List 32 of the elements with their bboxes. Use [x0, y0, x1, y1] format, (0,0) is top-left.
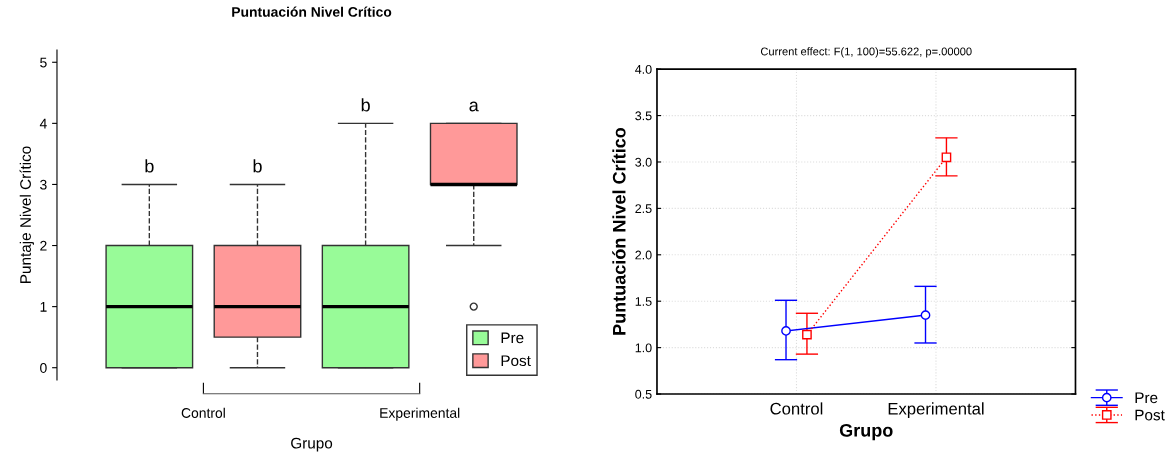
- x-axis-title: Grupo: [291, 437, 333, 452]
- y-tick-label: 0: [40, 363, 47, 373]
- y-tick-label: 1.0: [635, 343, 652, 353]
- y-tick-label: 5: [40, 57, 47, 68]
- x-tick-label: Experimental: [380, 407, 460, 421]
- y-tick-label: 3.5: [635, 111, 652, 121]
- annotation: b: [145, 159, 154, 173]
- y-tick-label: 3: [40, 179, 47, 190]
- y-tick-label: 4: [39, 118, 47, 129]
- y-tick-label: 2: [40, 240, 47, 251]
- x-axis-title: Grupo: [839, 423, 893, 441]
- legend-label: Pre: [501, 332, 524, 344]
- legend-label: Pre: [1135, 392, 1158, 404]
- x-tick-label: Experimental: [888, 402, 984, 418]
- annotation: b: [253, 159, 262, 173]
- legend-label: Post: [501, 355, 531, 367]
- x-tick-label: Control: [770, 402, 823, 415]
- y-tick-label: 1: [40, 302, 47, 312]
- y-tick-label: 2.5: [635, 204, 652, 214]
- y-tick-label: 1.5: [635, 297, 652, 306]
- y-axis-title: Puntaje Nivel Crítico: [19, 146, 34, 283]
- y-tick-label: 0.5: [635, 389, 652, 399]
- y-tick-label: 4.0: [635, 64, 652, 74]
- y-tick-label: 2.0: [635, 250, 652, 260]
- y-tick-label: 3.0: [635, 157, 652, 167]
- y-axis-title: Puntuación Nivel Crítico: [612, 127, 626, 335]
- x-tick-label: Control: [181, 407, 225, 418]
- annotation: b: [361, 98, 370, 112]
- annotation: a: [469, 101, 479, 112]
- chart-title: Puntuación Nivel Crítico: [232, 6, 392, 17]
- chart-title: Current effect: F(1, 100)=55.622, p=.00000: [760, 47, 972, 58]
- legend-label: Post: [1135, 409, 1165, 421]
